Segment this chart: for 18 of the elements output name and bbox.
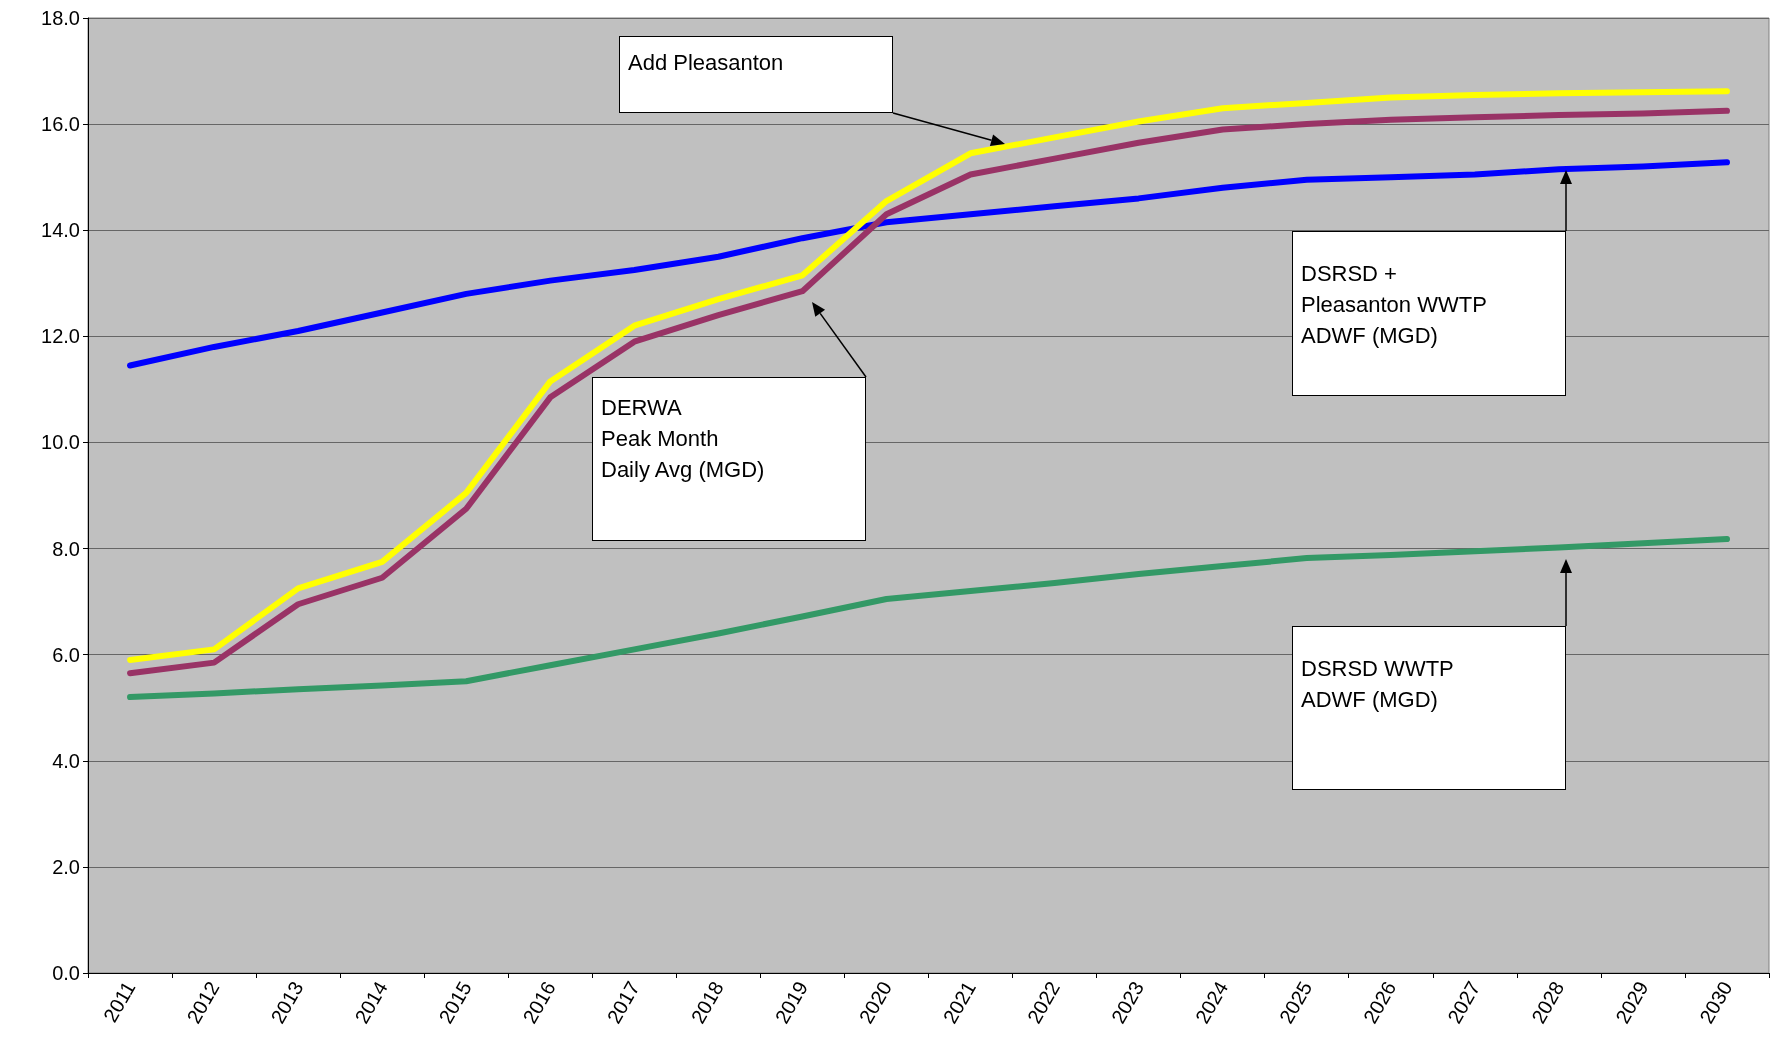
note-box: DERWA Peak Month Daily Avg (MGD) bbox=[592, 377, 866, 541]
y-tick-label: 10.0 bbox=[41, 431, 80, 454]
note-box: DSRSD WWTP ADWF (MGD) bbox=[1292, 626, 1566, 790]
note-box: DSRSD + Pleasanton WWTP ADWF (MGD) bbox=[1292, 231, 1566, 396]
y-tick-label: 8.0 bbox=[52, 537, 80, 560]
y-tick-label: 2.0 bbox=[52, 855, 80, 878]
annotation: DSRSD + Pleasanton WWTP ADWF (MGD) bbox=[1301, 260, 1488, 350]
note-box: Add Pleasanton bbox=[619, 36, 893, 113]
y-tick-label: 12.0 bbox=[41, 325, 80, 348]
y-tick-label: 6.0 bbox=[52, 643, 80, 666]
annotation: Add Pleasanton bbox=[628, 49, 785, 77]
annotation: DSRSD WWTP ADWF (MGD) bbox=[1301, 655, 1455, 714]
annotation: DERWA Peak Month Daily Avg (MGD) bbox=[601, 394, 766, 484]
y-tick-label: 4.0 bbox=[52, 749, 80, 772]
y-tick-label: 14.0 bbox=[41, 219, 80, 242]
y-tick-label: 18.0 bbox=[41, 7, 80, 29]
y-tick-label: 16.0 bbox=[41, 113, 80, 136]
y-tick-label: 0.0 bbox=[52, 962, 80, 984]
